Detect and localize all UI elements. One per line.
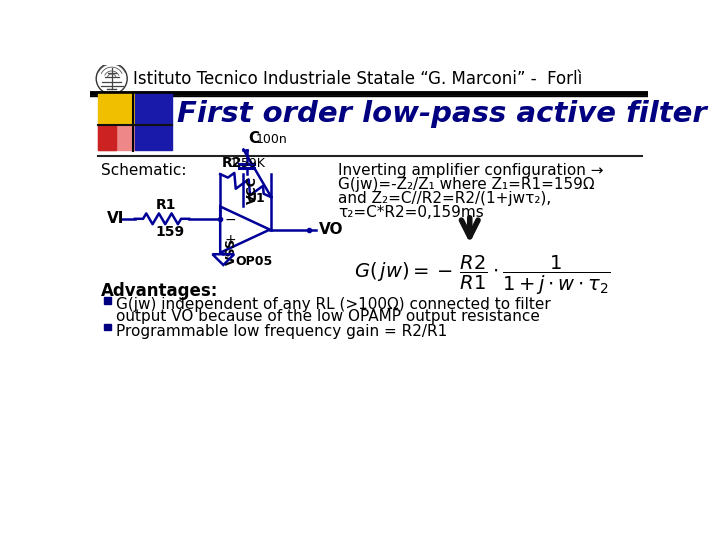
Text: $G(\,jw) = -\,\dfrac{R2}{R1}\cdot\dfrac{1}{1+j\cdot w\cdot\tau_2}$: $G(\,jw) = -\,\dfrac{R2}{R1}\cdot\dfrac{… bbox=[354, 253, 610, 296]
Text: 100n: 100n bbox=[256, 133, 287, 146]
Bar bbox=[98, 125, 117, 150]
Text: Programmable low frequency gain = R2/R1: Programmable low frequency gain = R2/R1 bbox=[117, 323, 448, 339]
Bar bbox=[98, 125, 135, 150]
Text: Advantages:: Advantages: bbox=[101, 282, 218, 300]
Bar bbox=[104, 296, 111, 303]
Text: output VO because of the low OPAMP output resistance: output VO because of the low OPAMP outpu… bbox=[117, 309, 540, 324]
Text: +: + bbox=[225, 233, 236, 247]
Text: Schematic:: Schematic: bbox=[101, 163, 186, 178]
Text: G(jw)=-Z₂/Z₁ where Z₁=R1=159Ω: G(jw)=-Z₂/Z₁ where Z₁=R1=159Ω bbox=[338, 177, 595, 192]
Text: OP05: OP05 bbox=[235, 255, 273, 268]
Text: VCC: VCC bbox=[246, 177, 258, 204]
Text: and Z₂=C//R2=R2/(1+jwτ₂),: and Z₂=C//R2=R2/(1+jwτ₂), bbox=[338, 191, 552, 206]
Text: −: − bbox=[225, 212, 236, 226]
Bar bbox=[135, 94, 172, 150]
Text: R1: R1 bbox=[156, 198, 176, 212]
Text: Istituto Tecnico Industriale Statale “G. Marconi” -  Forlì: Istituto Tecnico Industriale Statale “G.… bbox=[133, 70, 582, 87]
Bar bbox=[104, 323, 111, 330]
Text: G(jw) independent of any RL (>100Ω) connected to filter: G(jw) independent of any RL (>100Ω) conn… bbox=[117, 296, 551, 312]
Text: VO: VO bbox=[320, 222, 344, 237]
Bar bbox=[98, 94, 135, 125]
Text: U1: U1 bbox=[246, 192, 265, 205]
Text: First order low-pass active filter: First order low-pass active filter bbox=[177, 100, 706, 128]
Text: R2: R2 bbox=[222, 156, 242, 170]
Text: VI: VI bbox=[107, 211, 125, 226]
Text: 159: 159 bbox=[156, 225, 185, 239]
Text: 1.59K: 1.59K bbox=[230, 157, 266, 170]
Text: VSS: VSS bbox=[225, 238, 238, 266]
Text: τ₂=C*R2=0,159ms: τ₂=C*R2=0,159ms bbox=[338, 205, 484, 220]
Text: Inverting amplifier configuration →: Inverting amplifier configuration → bbox=[338, 164, 603, 178]
Text: C: C bbox=[248, 131, 259, 146]
